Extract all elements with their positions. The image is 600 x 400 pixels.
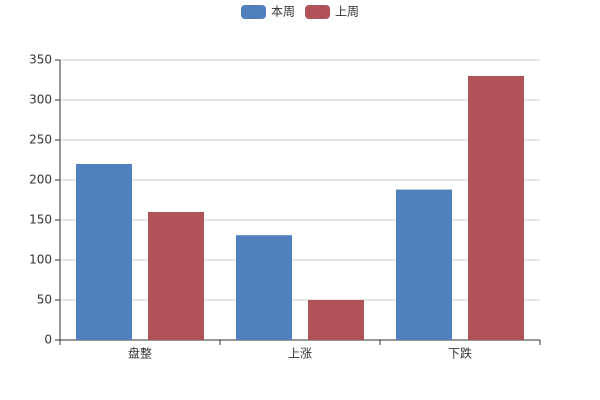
y-tick-label: 250 bbox=[29, 133, 52, 147]
x-tick-label: 上涨 bbox=[288, 346, 312, 361]
y-tick-label: 100 bbox=[29, 253, 52, 267]
y-tick-label: 350 bbox=[29, 53, 52, 67]
legend-swatch bbox=[305, 5, 331, 19]
y-tick-label: 300 bbox=[29, 93, 52, 107]
legend-label: 上周 bbox=[335, 5, 359, 19]
bar bbox=[468, 76, 524, 340]
bar bbox=[308, 300, 364, 340]
y-tick-label: 50 bbox=[37, 293, 52, 307]
y-tick-label: 0 bbox=[44, 333, 52, 347]
bar bbox=[148, 212, 204, 340]
legend-swatch bbox=[241, 5, 266, 19]
legend-label: 本周 bbox=[271, 5, 295, 19]
y-tick-label: 200 bbox=[29, 173, 52, 187]
y-tick-label: 150 bbox=[29, 213, 52, 227]
bar bbox=[396, 189, 452, 340]
bar bbox=[76, 164, 132, 340]
bar bbox=[236, 235, 292, 340]
x-tick-label: 盘整 bbox=[128, 346, 152, 361]
x-tick-label: 下跌 bbox=[448, 346, 472, 361]
